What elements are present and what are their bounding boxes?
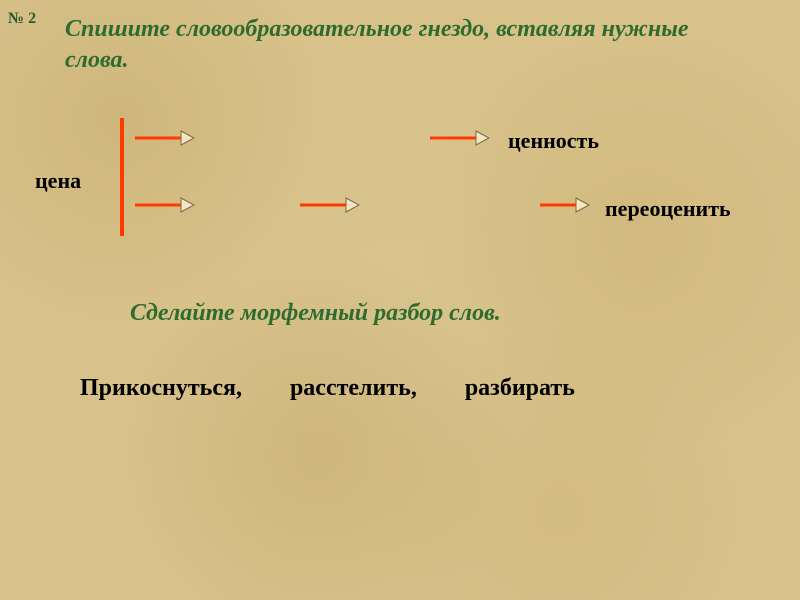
derived-word-top: ценность	[508, 128, 599, 154]
arrow-icon	[135, 130, 195, 146]
morphemic-words: Прикоснуться, расстелить, разбирать	[80, 375, 617, 402]
tree-vertical-line	[120, 118, 124, 236]
slide-number: № 2	[8, 10, 36, 28]
morph-word-3: разбирать	[465, 375, 575, 401]
derived-word-bottom: переоценить	[605, 196, 731, 222]
instruction-1: Спишите словообразовательное гнездо, вст…	[65, 14, 705, 76]
arrow-icon	[540, 197, 590, 213]
arrow-icon	[300, 197, 360, 213]
instruction-2: Сделайте морфемный разбор слов.	[130, 300, 501, 327]
arrow-icon	[430, 130, 490, 146]
morph-word-2: расстелить,	[290, 375, 417, 401]
root-word: цена	[35, 168, 81, 194]
morph-word-1: Прикоснуться,	[80, 375, 242, 401]
arrow-icon	[135, 197, 195, 213]
